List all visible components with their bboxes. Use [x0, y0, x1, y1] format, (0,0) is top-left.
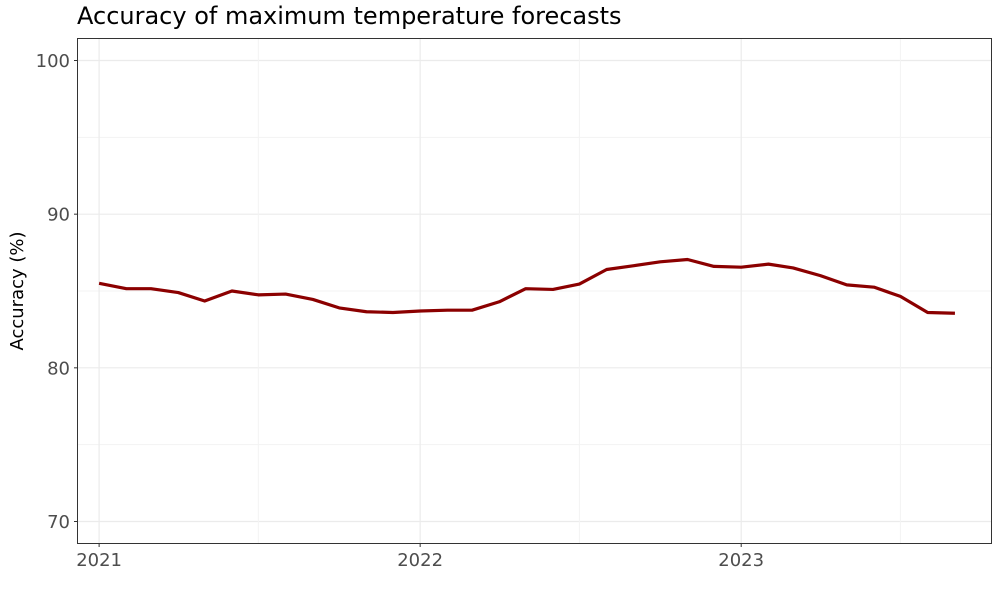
y-axis-title: Accuracy (%): [7, 231, 28, 350]
x-tick-label: 2021: [76, 550, 122, 571]
series-line: [98, 257, 955, 315]
y-tick-label: 80: [47, 358, 70, 379]
gridlines: [78, 39, 991, 543]
y-tick-label: 90: [47, 205, 70, 226]
series-layer: [98, 257, 955, 315]
y-tick-label: 70: [47, 512, 70, 533]
x-tick-label: 2022: [397, 550, 443, 571]
y-tick-label: 100: [36, 51, 70, 72]
chart-title: Accuracy of maximum temperature forecast…: [77, 2, 622, 30]
x-tick-label: 2023: [718, 550, 764, 571]
plot-panel: [77, 38, 992, 544]
axis-ticks: 70 80 90 100 2021 2022 2023: [36, 51, 764, 571]
